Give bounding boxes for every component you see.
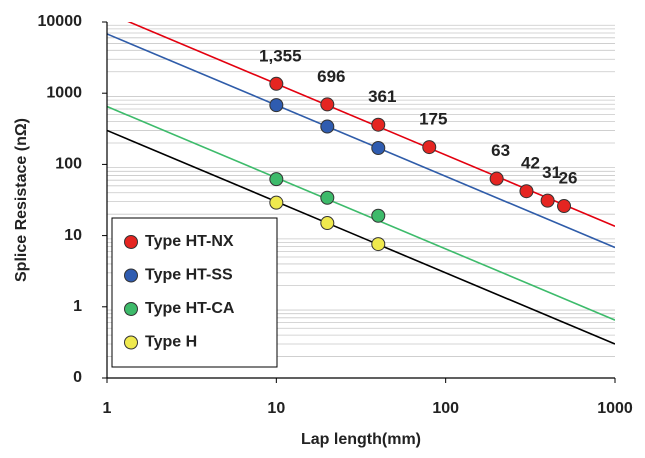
marker bbox=[269, 98, 284, 113]
y-tick-label: 100 bbox=[55, 156, 82, 173]
marker bbox=[320, 97, 335, 112]
y-tick-label: 0 bbox=[73, 369, 82, 386]
legend-label: Type HT-SS bbox=[145, 267, 233, 284]
y-tick-label: 1000 bbox=[46, 84, 82, 101]
value-label: 696 bbox=[317, 67, 345, 86]
value-label: 175 bbox=[419, 110, 447, 129]
marker bbox=[269, 195, 284, 210]
x-tick-label: 1 bbox=[103, 400, 112, 417]
x-tick-label: 10 bbox=[267, 400, 285, 417]
value-label: 361 bbox=[368, 87, 396, 106]
legend: Type HT-NX Type HT-SS Type HT-CA Type H bbox=[111, 217, 278, 368]
marker bbox=[422, 140, 437, 155]
legend-marker bbox=[124, 302, 138, 316]
axes: 0 1 10 100 1000 10000 1 10 100 1000 bbox=[38, 13, 633, 417]
marker bbox=[320, 119, 335, 134]
legend-label: Type H bbox=[145, 334, 197, 351]
value-label: 42 bbox=[521, 154, 540, 173]
legend-marker bbox=[124, 235, 138, 249]
y-tick-label: 1 bbox=[73, 298, 82, 315]
legend-label: Type HT-NX bbox=[145, 233, 234, 250]
legend-marker bbox=[124, 268, 138, 283]
y-tick-label: 10000 bbox=[38, 13, 83, 30]
fit-line bbox=[107, 33, 615, 249]
fit-line bbox=[107, 105, 615, 321]
marker bbox=[489, 171, 504, 186]
marker bbox=[269, 172, 284, 187]
value-label: 31 bbox=[542, 163, 561, 182]
value-label: 63 bbox=[491, 141, 510, 160]
marker bbox=[540, 193, 555, 208]
legend-marker bbox=[124, 335, 138, 350]
x-axis-title: Lap length(mm) bbox=[301, 431, 421, 448]
value-label: 26 bbox=[559, 169, 578, 188]
legend-box bbox=[111, 217, 278, 368]
y-tick-label: 10 bbox=[64, 227, 82, 244]
legend-label: Type HT-CA bbox=[145, 300, 235, 317]
marker bbox=[320, 216, 335, 231]
marker bbox=[371, 237, 386, 252]
value-label: 1,355 bbox=[259, 46, 302, 65]
fit-line bbox=[107, 129, 615, 345]
marker bbox=[269, 76, 284, 91]
marker bbox=[371, 117, 386, 132]
fit-line bbox=[127, 22, 615, 227]
x-tick-label: 1000 bbox=[597, 400, 633, 417]
marker bbox=[519, 184, 534, 199]
marker bbox=[371, 208, 386, 223]
x-tick-label: 100 bbox=[432, 400, 459, 417]
marker bbox=[371, 140, 386, 155]
marker bbox=[557, 199, 572, 214]
y-axis-title: Splice Resistace (nΩ) bbox=[13, 118, 30, 282]
marker bbox=[320, 190, 335, 205]
